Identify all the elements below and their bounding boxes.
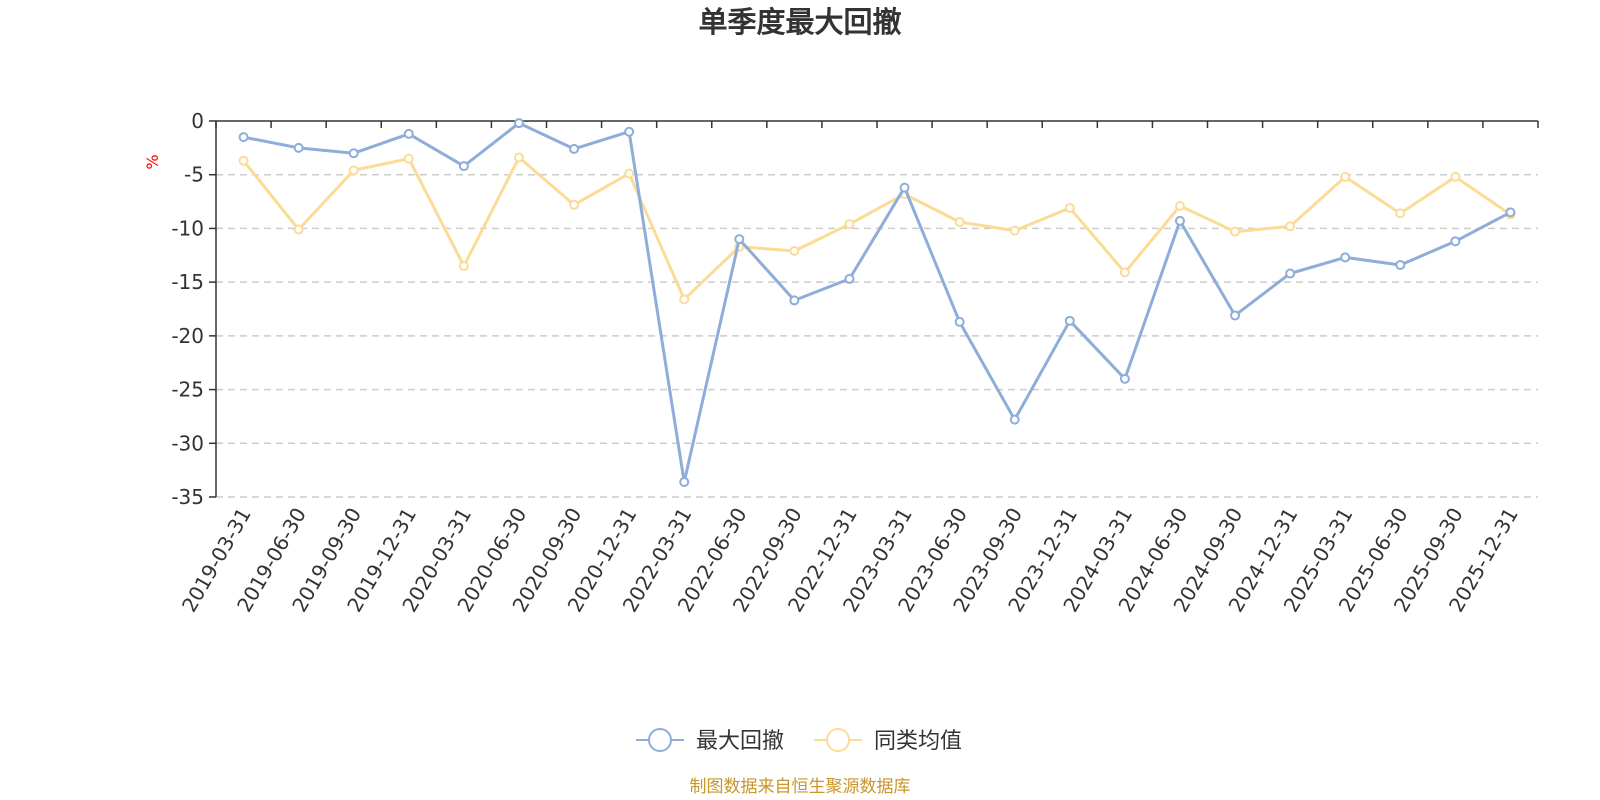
data-point-max-drawdown[interactable] [1230,310,1241,321]
data-point-max-drawdown[interactable] [844,273,855,284]
data-point-peer-average[interactable] [1340,171,1351,182]
legend: 最大回撤 同类均值 [636,728,962,754]
data-point-peer-average[interactable] [789,245,800,256]
data-point-max-drawdown[interactable] [1505,207,1516,218]
data-point-peer-average[interactable] [1119,267,1130,278]
y-tick-label: 0 [191,109,204,133]
data-point-max-drawdown[interactable] [1285,268,1296,279]
y-tick-label: -10 [171,216,204,240]
data-point-max-drawdown[interactable] [1064,315,1075,326]
data-point-max-drawdown[interactable] [1340,252,1351,263]
data-point-peer-average[interactable] [1285,221,1296,232]
source-note: 制图数据来自恒生聚源数据库 [690,777,911,797]
data-point-peer-average[interactable] [458,261,469,272]
data-point-max-drawdown[interactable] [734,234,745,245]
y-tick-label: -20 [171,324,204,348]
data-point-peer-average[interactable] [624,168,635,179]
axis-layer: 0-5-10-15-20-25-30-352019-03-312019-06-3… [171,109,1539,616]
data-point-peer-average[interactable] [403,153,414,164]
data-point-max-drawdown[interactable] [238,132,249,143]
legend-marker-peer-average [826,728,850,752]
series-layer [238,118,1516,487]
data-point-peer-average[interactable] [1450,171,1461,182]
data-point-peer-average[interactable] [569,199,580,210]
data-point-peer-average[interactable] [513,152,524,163]
data-point-max-drawdown[interactable] [348,148,359,159]
data-point-max-drawdown[interactable] [1450,236,1461,247]
grid-layer [216,173,1538,498]
y-tick-label: -15 [171,270,204,294]
data-point-max-drawdown[interactable] [1395,259,1406,270]
data-point-peer-average[interactable] [1395,208,1406,219]
data-point-max-drawdown[interactable] [789,295,800,306]
series-line-peer-average [242,156,1512,301]
data-point-max-drawdown[interactable] [954,316,965,327]
data-point-max-drawdown[interactable] [899,182,910,193]
data-point-max-drawdown[interactable] [1009,414,1020,425]
legend-marker-max-drawdown [648,728,672,752]
legend-item-peer-average[interactable]: 同类均值 [814,728,962,754]
legend-label-max-drawdown: 最大回撤 [696,729,784,754]
data-point-max-drawdown[interactable] [458,161,469,172]
y-tick-label: -25 [171,378,204,402]
data-point-peer-average[interactable] [844,219,855,230]
data-point-max-drawdown[interactable] [679,476,690,487]
series-line-max-drawdown [243,121,1512,484]
data-point-max-drawdown[interactable] [1119,373,1130,384]
data-point-max-drawdown[interactable] [1174,215,1185,226]
data-point-max-drawdown[interactable] [569,143,580,154]
data-point-peer-average[interactable] [1230,226,1241,237]
y-tick-label: -30 [171,431,204,455]
data-point-peer-average[interactable] [238,155,249,166]
data-point-peer-average[interactable] [348,165,359,176]
data-point-peer-average[interactable] [1174,200,1185,211]
data-point-peer-average[interactable] [293,224,304,235]
data-point-peer-average[interactable] [954,216,965,227]
y-tick-label: -5 [184,163,204,187]
data-point-peer-average[interactable] [1009,225,1020,236]
y-tick-label: -35 [171,485,204,509]
data-point-peer-average[interactable] [1064,203,1075,214]
legend-label-peer-average: 同类均值 [874,729,962,754]
chart-title: 单季度最大回撤 [698,5,901,39]
data-point-max-drawdown[interactable] [624,126,635,137]
data-point-peer-average[interactable] [679,294,690,305]
data-point-max-drawdown[interactable] [403,128,414,139]
legend-item-max-drawdown[interactable]: 最大回撤 [636,728,784,754]
y-axis-label: % [143,154,162,169]
data-point-max-drawdown[interactable] [513,118,524,129]
data-point-max-drawdown[interactable] [293,142,304,153]
